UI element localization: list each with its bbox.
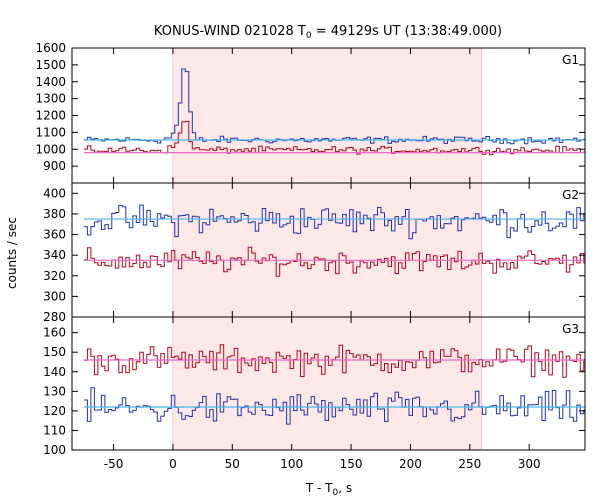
chart-title: KONUS-WIND 021028 T0 = 49129s UT (13:38:… xyxy=(154,24,502,41)
x-axis-label-subscript: 0 xyxy=(333,488,339,498)
x-tick-label: 50 xyxy=(225,457,240,471)
y-tick-label: 280 xyxy=(43,310,66,324)
y-tick-label: 400 xyxy=(43,186,66,200)
y-axis-label: counts / sec xyxy=(5,217,19,289)
x-tick-label: 150 xyxy=(340,457,363,471)
series-group xyxy=(83,204,585,277)
y-tick-label: 320 xyxy=(43,269,66,283)
series-group xyxy=(83,68,585,156)
chart-title-main: KONUS-WIND 021028 T xyxy=(154,24,306,39)
highlight-interval xyxy=(172,48,482,183)
light-curve-blue xyxy=(83,204,585,240)
panel-label: G2 xyxy=(562,188,579,202)
panel-g2: 280 300 320 340 360 380 400 G2 xyxy=(43,182,586,324)
panel-label: G3 xyxy=(562,322,579,336)
x-tick-label: 250 xyxy=(458,457,481,471)
x-tick-label: 200 xyxy=(399,457,422,471)
y-tick-label: 110 xyxy=(43,423,66,437)
x-tick-label: 300 xyxy=(518,457,541,471)
chart-title-rest: = 49129s UT (13:38:49.000) xyxy=(312,24,502,39)
panel-label: G1 xyxy=(562,53,579,67)
y-tick-label: 1600 xyxy=(35,41,66,55)
highlight-interval xyxy=(172,183,482,317)
x-tick-label: 100 xyxy=(280,457,303,471)
y-tick-label: 100 xyxy=(43,443,66,457)
y-tick-label: 120 xyxy=(43,404,66,418)
light-curve-red xyxy=(83,246,585,277)
y-tick-label: 160 xyxy=(43,326,66,340)
x-axis-label-main: T - T xyxy=(305,481,333,495)
y-tick-label: 380 xyxy=(43,207,66,221)
light-curve-red xyxy=(83,120,585,156)
panel-g1: 900 1000 1100 1200 1300 1400 1500 1600 G1 xyxy=(35,41,586,184)
highlight-interval xyxy=(172,317,482,450)
y-tick-label: 300 xyxy=(43,289,66,303)
y-tick-label: 150 xyxy=(43,345,66,359)
plot-area: 9001000110012001300140015001600G12803003… xyxy=(35,41,586,471)
panel-g3: 100 110 120 130 140 150 160 -50 0 50 100 150 200 250 3… xyxy=(43,316,586,471)
y-tick-label: 1400 xyxy=(35,75,66,89)
y-tick-label: 340 xyxy=(43,248,66,262)
y-tick-label: 360 xyxy=(43,228,66,242)
y-tick-label: 1000 xyxy=(35,142,66,156)
chart-title-subscript: 0 xyxy=(306,31,312,41)
y-tick-label: 1500 xyxy=(35,58,66,72)
y-tick-label: 140 xyxy=(43,365,66,379)
x-axis-label-rest: , s xyxy=(338,481,352,495)
y-tick-label: 130 xyxy=(43,384,66,398)
y-tick-label: 1300 xyxy=(35,92,66,106)
y-tick-label: 900 xyxy=(43,159,66,173)
light-curve-red xyxy=(83,344,585,378)
y-tick-label: 1200 xyxy=(35,109,66,123)
x-axis-label: T - T0, s xyxy=(305,481,352,498)
y-tick-label: 1100 xyxy=(35,125,66,139)
panel-frame xyxy=(71,316,586,451)
x-tick-label: -50 xyxy=(104,457,124,471)
series-group xyxy=(83,344,585,425)
x-tick-label: 0 xyxy=(169,457,177,471)
